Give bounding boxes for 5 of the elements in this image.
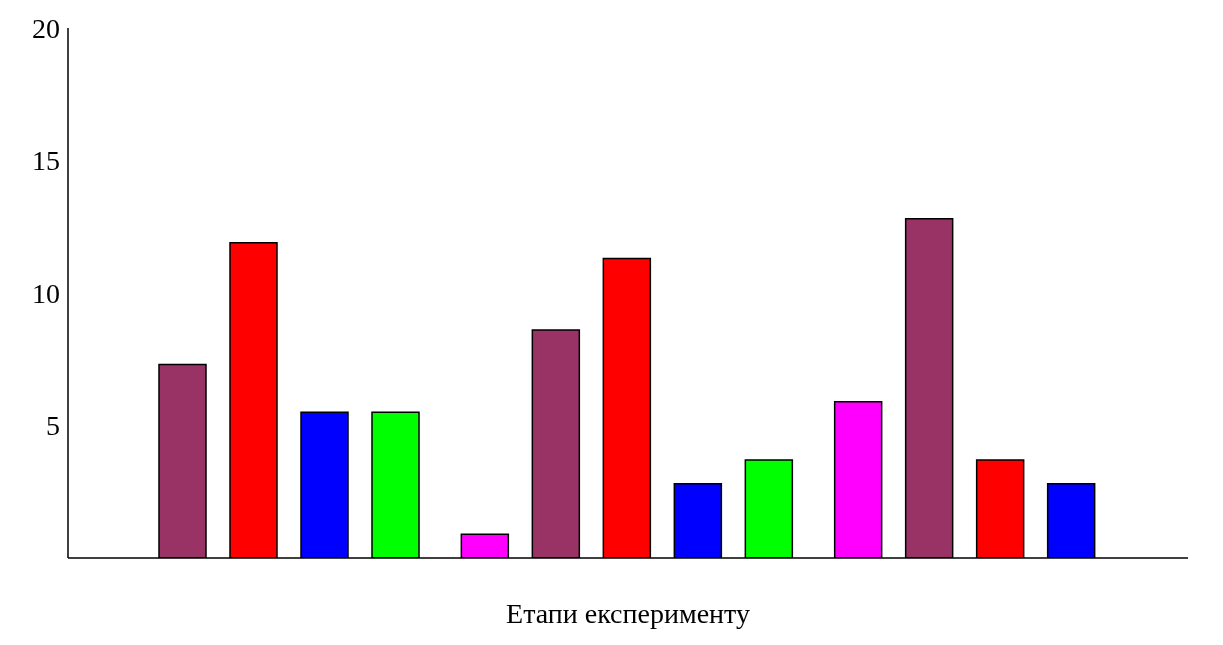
y-tick-label: 10 xyxy=(32,277,60,309)
y-tick-label: 15 xyxy=(32,145,60,177)
x-axis-title: Етапи експерименту xyxy=(506,598,750,629)
y-tick-label: 5 xyxy=(46,410,60,442)
y-tick-label: 20 xyxy=(32,12,60,44)
